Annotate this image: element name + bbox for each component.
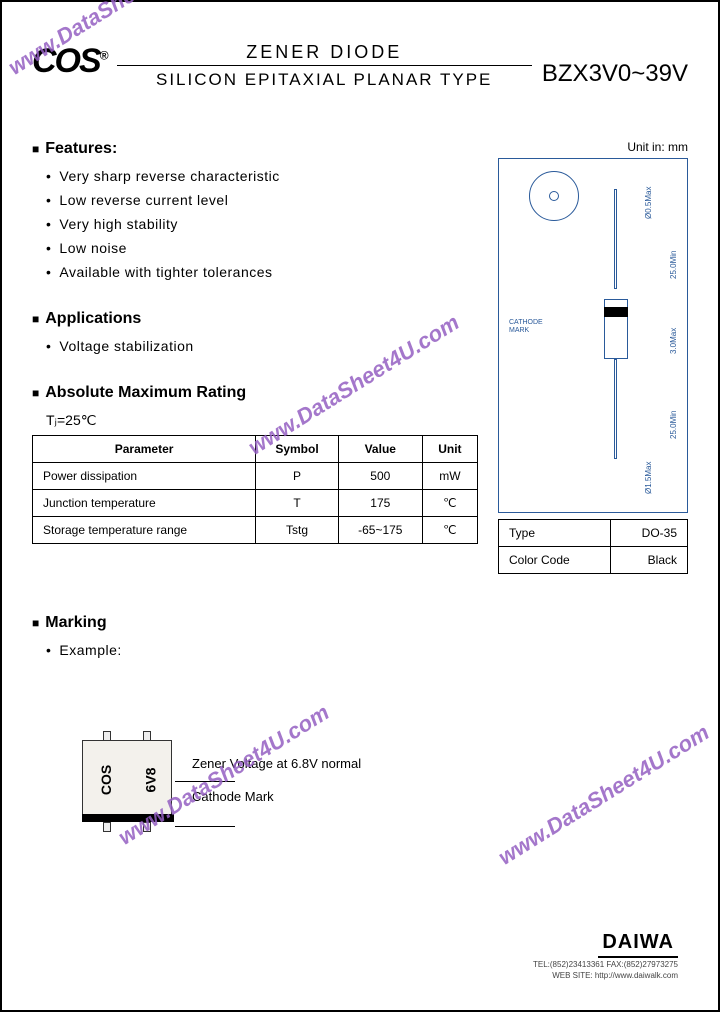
applications-heading: Applications [32, 310, 478, 328]
brand-logo: COS® [32, 42, 107, 81]
product-class: ZENER DIODE [117, 42, 532, 66]
cell: T [256, 490, 339, 517]
footer: DAIWA TEL:(852)23413361 FAX:(852)2797327… [533, 931, 678, 980]
pkg-label: Color Code [499, 547, 611, 574]
cell: Junction temperature [33, 490, 256, 517]
marking-lead-icon [143, 822, 151, 832]
col-value: Value [338, 436, 422, 463]
callout-cathode: Cathode Mark [192, 789, 361, 804]
feature-item: Available with tighter tolerances [46, 264, 478, 280]
dim-lead-len: 25.0Min [669, 251, 678, 279]
dim-body-dia: Ø1.5Max [644, 462, 653, 494]
col-parameter: Parameter [33, 436, 256, 463]
diagram-lead-top [614, 189, 617, 289]
diagram-end-view-inner [549, 191, 559, 201]
table-row: Type DO-35 [499, 520, 688, 547]
absmax-table: Parameter Symbol Value Unit Power dissip… [32, 435, 478, 544]
footer-website: WEB SITE: http://www.daiwalk.com [533, 971, 678, 980]
cell: 500 [338, 463, 422, 490]
marking-lead-icon [143, 731, 151, 741]
feature-item: Low reverse current level [46, 192, 478, 208]
cell: Power dissipation [33, 463, 256, 490]
cell: Tstg [256, 517, 339, 544]
cell: ℃ [422, 517, 477, 544]
pkg-label: Type [499, 520, 611, 547]
pkg-value: Black [610, 547, 687, 574]
right-column: Unit in: mm CATHODEMARK Ø0.5Max 25.0Min … [498, 140, 688, 574]
dim-lead-dia: Ø0.5Max [644, 187, 653, 219]
table-row: Storage temperature range Tstg -65~175 ℃ [33, 517, 478, 544]
cell: P [256, 463, 339, 490]
marking-example-label: Example: [32, 642, 688, 658]
part-number: BZX3V0~39V [542, 60, 688, 88]
marking-example: COS 6V8 Zener Voltage at 6.8V normal Cat… [32, 738, 688, 822]
footer-contact: TEL:(852)23413361 FAX:(852)27973275 [533, 960, 678, 969]
applications-list: Voltage stabilization [32, 338, 478, 354]
marking-box: COS 6V8 [82, 740, 172, 820]
marking-brand: COS [98, 765, 114, 795]
diagram-lead-bottom [614, 359, 617, 459]
package-table: Type DO-35 Color Code Black [498, 519, 688, 574]
marking-callouts: Zener Voltage at 6.8V normal Cathode Mar… [192, 738, 361, 822]
callout-voltage: Zener Voltage at 6.8V normal [192, 756, 361, 771]
marking-lead-icon [103, 822, 111, 832]
marking-section: Marking Example: COS 6V8 Zener Voltage a… [32, 614, 688, 822]
callout-line-icon [175, 781, 235, 782]
cell: -65~175 [338, 517, 422, 544]
diagram-cathode-band [604, 307, 628, 317]
col-symbol: Symbol [256, 436, 339, 463]
absmax-heading: Absolute Maximum Rating [32, 384, 478, 402]
main-content: Features: Very sharp reverse characteris… [32, 140, 688, 574]
registered-mark: ® [100, 49, 107, 63]
package-diagram: CATHODEMARK Ø0.5Max 25.0Min 3.0Max 25.0M… [498, 158, 688, 513]
example-text: Example: [46, 642, 688, 658]
cell: Storage temperature range [33, 517, 256, 544]
feature-item: Very high stability [46, 216, 478, 232]
feature-item: Very sharp reverse characteristic [46, 168, 478, 184]
feature-item: Low noise [46, 240, 478, 256]
document-header: COS® ZENER DIODE SILICON EPITAXIAL PLANA… [32, 42, 688, 90]
table-row: Junction temperature T 175 ℃ [33, 490, 478, 517]
product-subtitle: SILICON EPITAXIAL PLANAR TYPE [117, 70, 532, 90]
features-list: Very sharp reverse characteristic Low re… [32, 168, 478, 280]
logo-text: COS [32, 42, 100, 80]
left-column: Features: Very sharp reverse characteris… [32, 140, 478, 574]
pkg-value: DO-35 [610, 520, 687, 547]
dim-lead-len2: 25.0Min [669, 411, 678, 439]
marking-cathode-band [82, 814, 174, 822]
dim-body-len: 3.0Max [669, 328, 678, 354]
marking-voltage: 6V8 [142, 768, 158, 793]
cathode-mark-label: CATHODEMARK [509, 319, 543, 336]
table-row: Color Code Black [499, 547, 688, 574]
manufacturer-logo: DAIWA [598, 931, 678, 958]
table-header-row: Parameter Symbol Value Unit [33, 436, 478, 463]
marking-heading: Marking [32, 614, 688, 632]
table-row: Power dissipation P 500 mW [33, 463, 478, 490]
cell: mW [422, 463, 477, 490]
col-unit: Unit [422, 436, 477, 463]
features-heading: Features: [32, 140, 478, 158]
absmax-condition: Tⱼ=25℃ [46, 412, 478, 429]
cell: ℃ [422, 490, 477, 517]
marking-lead-icon [103, 731, 111, 741]
cell: 175 [338, 490, 422, 517]
title-block: ZENER DIODE SILICON EPITAXIAL PLANAR TYP… [117, 42, 532, 90]
application-item: Voltage stabilization [46, 338, 478, 354]
unit-label: Unit in: mm [498, 140, 688, 154]
callout-line-icon [175, 826, 235, 827]
